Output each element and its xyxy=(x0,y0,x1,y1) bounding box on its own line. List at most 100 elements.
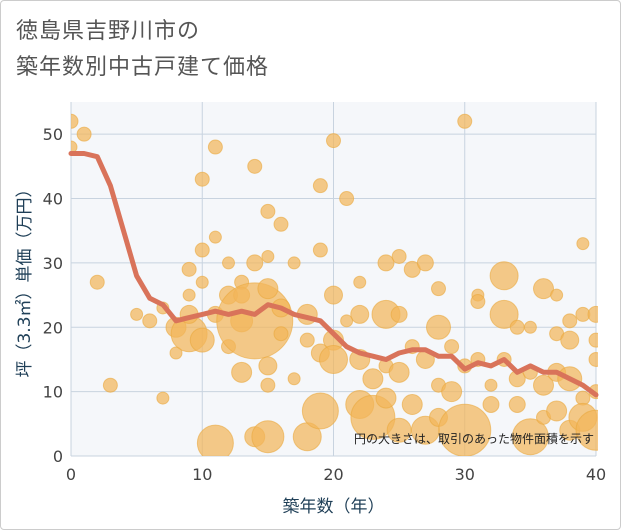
data-bubble xyxy=(362,368,384,390)
y-tick-label: 10 xyxy=(43,383,63,402)
average-line-series xyxy=(68,151,599,398)
y-axis-label: 坪（3.3㎡）単価（万円） xyxy=(15,180,35,377)
x-tick-label: 20 xyxy=(323,465,343,484)
data-bubble xyxy=(258,356,278,376)
x-tick-label: 40 xyxy=(586,465,606,484)
data-bubble xyxy=(196,424,234,456)
data-bubble xyxy=(156,391,170,405)
data-bubble xyxy=(261,249,275,263)
y-tick-label: 50 xyxy=(43,125,63,144)
data-bubble xyxy=(251,420,285,454)
data-bubble xyxy=(273,326,289,342)
data-bubble xyxy=(287,372,301,386)
grid-lines xyxy=(70,102,597,457)
data-bubble xyxy=(189,327,215,353)
data-bubble xyxy=(587,305,598,323)
bubble-size-note: 円の大きさは、取引のあった物件面積を示す xyxy=(354,431,594,446)
data-bubble xyxy=(260,377,276,393)
data-bubble xyxy=(484,378,498,392)
data-bubble xyxy=(560,330,580,350)
data-bubble xyxy=(588,332,598,348)
data-bubble xyxy=(401,394,423,416)
data-bubble xyxy=(257,278,279,300)
data-bubble xyxy=(142,313,158,329)
data-bubble xyxy=(576,237,590,251)
data-bubble xyxy=(390,305,408,323)
data-bubble xyxy=(71,140,78,154)
data-bubble xyxy=(246,254,264,272)
axis-ticks: 0 10 20 30 40 0 10 20 30 40 50 xyxy=(43,125,607,484)
data-bubble xyxy=(273,216,289,232)
data-bubble xyxy=(350,304,370,324)
x-tick-label: 30 xyxy=(455,465,475,484)
data-bubble xyxy=(550,288,564,302)
chart-title: 徳島県吉野川市の 築年数別中古戸建て価格 xyxy=(16,14,269,86)
data-bubble xyxy=(511,418,549,456)
bubble-series xyxy=(71,113,598,456)
data-bubble xyxy=(533,374,554,396)
data-bubble xyxy=(319,344,348,374)
x-tick-label: 10 xyxy=(192,465,212,484)
data-bubble xyxy=(130,307,144,321)
data-bubble xyxy=(312,242,328,258)
data-bubble xyxy=(470,294,486,310)
data-bubble xyxy=(438,403,492,456)
y-tick-label: 40 xyxy=(43,190,63,209)
data-bubble xyxy=(388,361,410,383)
data-bubble xyxy=(353,275,367,289)
data-bubble xyxy=(508,396,526,414)
data-bubble xyxy=(482,396,500,414)
data-bubble xyxy=(181,261,197,277)
x-tick-label: 0 xyxy=(66,465,76,484)
data-bubble xyxy=(208,230,222,244)
data-bubble xyxy=(169,346,183,360)
data-bubble xyxy=(247,158,263,174)
data-bubble xyxy=(546,400,568,422)
data-bubble xyxy=(216,282,294,360)
data-bubble xyxy=(489,299,519,329)
data-bubble xyxy=(312,178,328,194)
data-bubble xyxy=(391,248,407,264)
data-bubble xyxy=(299,332,315,348)
x-axis-label: 築年数（年） xyxy=(283,497,385,517)
data-bubble xyxy=(377,254,395,272)
data-bubble xyxy=(76,126,92,142)
data-bubble xyxy=(207,139,223,155)
data-bubble xyxy=(102,377,118,393)
data-bubble xyxy=(575,409,598,451)
data-bubble xyxy=(194,171,210,187)
y-tick-label: 30 xyxy=(43,254,63,273)
data-bubble xyxy=(489,261,519,291)
y-tick-label: 0 xyxy=(53,447,63,466)
data-bubble xyxy=(194,242,210,258)
average-price-line xyxy=(68,151,599,398)
data-bubble xyxy=(457,113,473,129)
data-bubble xyxy=(182,288,196,302)
data-bubble xyxy=(588,351,598,367)
data-bubble xyxy=(231,361,253,383)
data-bubble xyxy=(339,191,355,207)
data-bubble xyxy=(441,381,463,403)
y-tick-label: 20 xyxy=(43,318,63,337)
data-bubble xyxy=(533,278,554,300)
chart-title-line2: 築年数別中古戸建て価格 xyxy=(16,55,270,80)
data-bubble xyxy=(326,133,341,149)
data-bubble xyxy=(375,387,397,409)
data-bubble xyxy=(195,275,209,289)
data-bubble xyxy=(260,203,276,219)
data-bubble xyxy=(416,254,434,272)
data-bubble xyxy=(340,314,354,328)
data-bubble xyxy=(222,256,235,270)
data-bubble xyxy=(431,281,446,297)
data-bubble xyxy=(71,113,79,129)
data-bubble xyxy=(287,256,301,270)
chart-title-line1: 徳島県吉野川市の xyxy=(16,19,201,44)
data-bubble xyxy=(324,285,343,305)
data-bubble xyxy=(509,319,525,335)
data-bubble xyxy=(301,392,339,430)
data-bubble xyxy=(444,339,460,355)
data-bubble xyxy=(562,313,578,329)
data-bubble xyxy=(89,274,105,290)
data-bubble xyxy=(426,314,451,340)
